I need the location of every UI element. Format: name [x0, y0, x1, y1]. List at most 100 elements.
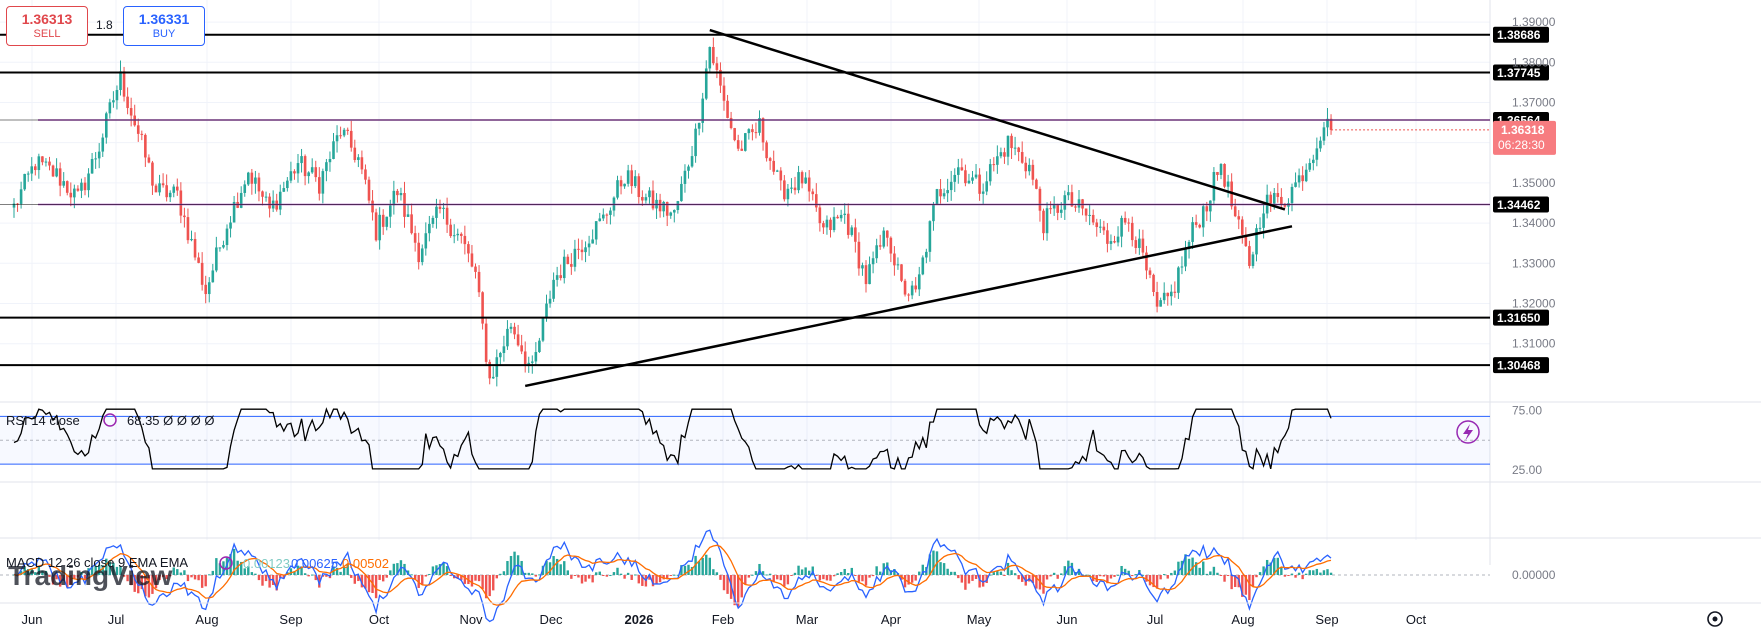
macd-histogram-bar [197, 575, 200, 581]
macd-histogram-bar [854, 575, 857, 576]
candle-down [161, 183, 165, 186]
candle-up [825, 219, 829, 228]
macd-histogram-bar [442, 562, 445, 575]
candle-up [80, 182, 83, 191]
candle-down [314, 167, 318, 178]
candle-up [1059, 209, 1063, 213]
macd-histogram-bar [513, 551, 516, 575]
candle-up [985, 181, 988, 192]
macd-histogram-bar [1099, 575, 1102, 577]
candle-down [126, 96, 129, 109]
macd-histogram-bar [705, 554, 708, 575]
candle-down [349, 130, 353, 148]
candle-up [1322, 127, 1326, 141]
candle-down [41, 156, 44, 163]
macd-histogram-bar [612, 572, 616, 575]
candle-up [1088, 214, 1091, 216]
candle-down [1244, 234, 1248, 247]
candle-up [1077, 199, 1081, 208]
macd-histogram-bar [531, 573, 534, 575]
candle-up [758, 118, 761, 133]
candle-up [548, 298, 552, 304]
month-label: Oct [1406, 612, 1427, 627]
candle-down [197, 257, 200, 263]
macd-histogram-bar [893, 569, 896, 575]
candle-up [981, 191, 985, 194]
macd-histogram-bar [385, 575, 388, 578]
macd-histogram-bar [776, 575, 779, 580]
candle-up [37, 156, 41, 171]
candle-up [673, 210, 676, 213]
macd-histogram-bar [1031, 575, 1035, 584]
macd-histogram-bar [1265, 559, 1269, 575]
macd-histogram-bar [360, 575, 364, 588]
month-label: Aug [1231, 612, 1254, 627]
macd-histogram-bar [456, 575, 459, 579]
candle-up [988, 164, 992, 182]
macd-histogram-bar [587, 575, 591, 579]
candle-down [1024, 162, 1028, 172]
macd-histogram-bar [1262, 566, 1265, 575]
price-axis-tick: 1.35000 [1512, 176, 1556, 190]
candle-up [289, 171, 293, 181]
macd-histogram-bar [140, 575, 143, 590]
candle-up [545, 303, 548, 319]
candle-up [502, 346, 506, 354]
candle-up [1013, 147, 1017, 149]
candle-down [1223, 164, 1226, 187]
macd-histogram-bar [971, 575, 974, 581]
candle-up [1290, 186, 1294, 204]
candle-up [946, 190, 949, 194]
candle-down [460, 233, 463, 236]
macd-histogram-bar [367, 575, 371, 593]
buy-button[interactable]: 1.36331 BUY [123, 6, 205, 46]
macd-histogram-bar [1248, 575, 1251, 601]
candle-down [154, 185, 158, 193]
candle-up [385, 216, 389, 227]
candle-up [1308, 163, 1312, 170]
candle-down [417, 242, 420, 263]
macd-histogram-bar [80, 572, 83, 575]
macd-histogram-bar [1017, 575, 1020, 580]
candle-up [555, 275, 559, 280]
macd-histogram-bar [1258, 572, 1262, 575]
macd-histogram-bar [1013, 573, 1017, 575]
macd-histogram-bar [960, 575, 964, 583]
macd-histogram-bar [94, 565, 97, 575]
macd-histogram-bar [499, 573, 502, 575]
candle-down [992, 164, 996, 166]
candle-down [481, 292, 484, 324]
candle-down [346, 129, 349, 131]
candle-up [1226, 181, 1230, 187]
macd-histogram-bar [797, 565, 800, 575]
candle-up [790, 187, 793, 189]
macd-histogram-bar [318, 575, 321, 588]
candle-up [424, 233, 428, 249]
candle-up [1201, 206, 1205, 228]
candle-down [641, 197, 644, 201]
candle-up [1052, 204, 1056, 209]
candle-down [651, 190, 655, 209]
signal-line [13, 544, 1332, 606]
candle-down [467, 244, 470, 254]
macd-histogram-bar [839, 571, 843, 575]
macd-histogram-bar [176, 569, 179, 575]
macd-histogram-bar [548, 562, 552, 575]
candle-down [712, 47, 715, 64]
candle-up [1297, 175, 1301, 183]
candle-down [637, 176, 641, 198]
sell-button[interactable]: 1.36313 SELL [6, 6, 88, 46]
candle-down [857, 241, 861, 269]
macd-histogram-bar [34, 572, 37, 575]
candle-up [609, 210, 612, 215]
candle-down [318, 177, 321, 194]
macd-histogram-bar [822, 575, 825, 580]
candle-up [694, 128, 697, 157]
macd-histogram-bar [428, 573, 431, 575]
macd-histogram-bar [112, 562, 115, 575]
macd-histogram-bar [577, 575, 580, 578]
macd-histogram-bar [133, 575, 136, 592]
macd-histogram-bar [658, 575, 662, 583]
candle-up [431, 217, 435, 224]
